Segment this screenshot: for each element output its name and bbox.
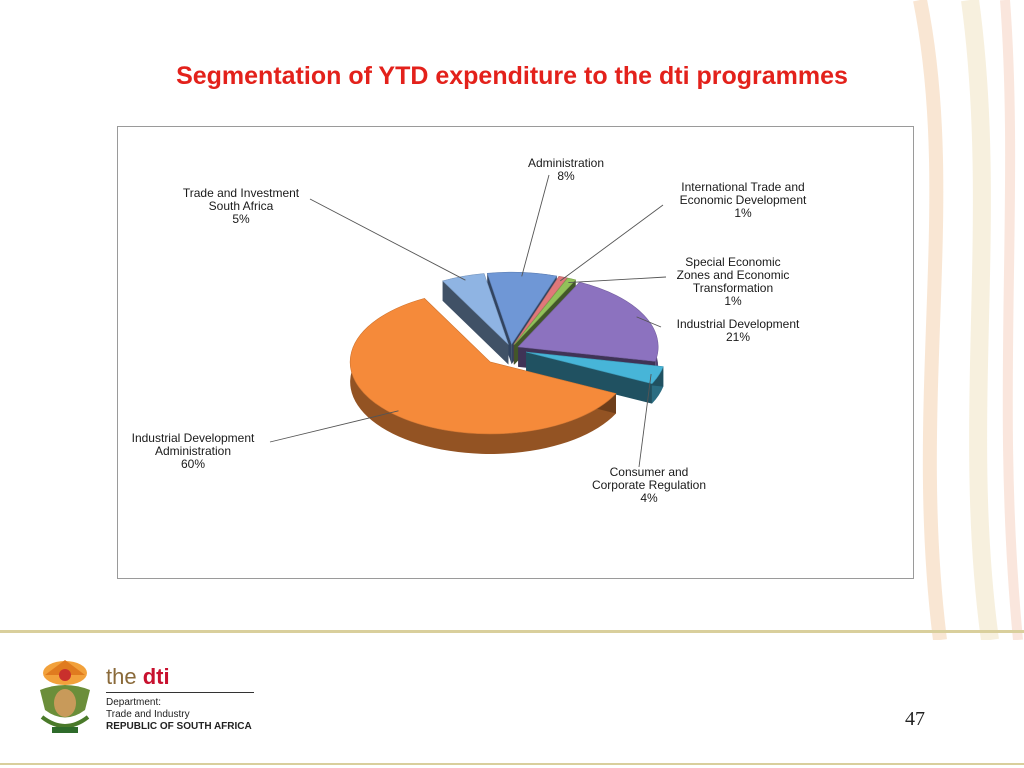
pie-slice <box>349 298 617 454</box>
pie-slice-top <box>517 281 659 362</box>
slice-label: Consumer and Corporate Regulation 4% <box>592 465 706 505</box>
pie-slice-top <box>513 276 568 345</box>
leader-line <box>309 198 466 281</box>
leader-line <box>521 174 550 277</box>
slice-label: Industrial Development 21% <box>677 317 800 344</box>
slide-title: Segmentation of YTD expenditure to the d… <box>176 62 848 90</box>
slice-label-line: Industrial Development <box>132 431 255 445</box>
pie-slice-top <box>526 351 664 384</box>
slice-label-line: South Africa <box>209 199 274 213</box>
slice-label-line: Transformation <box>693 281 773 295</box>
brand-name: the dti <box>106 664 170 690</box>
pie-slice-top <box>349 298 617 435</box>
slice-label-line: Industrial Development <box>677 317 800 331</box>
brand-divider <box>106 692 254 693</box>
dept-line-1: Department: <box>106 697 162 708</box>
slice-label: Special Economic Zones and Economic Transf… <box>677 255 790 308</box>
pie-chart: Administration 8% International Trade and E… <box>117 126 914 579</box>
brand-prefix: the <box>106 664 143 689</box>
slice-label-line: Trade and Investment <box>183 186 300 200</box>
footer-rule-bottom <box>0 763 1024 765</box>
slice-label: Industrial Development Administration 60% <box>132 431 255 471</box>
slice-label: Trade and Investment South Africa 5% <box>183 186 300 226</box>
footer-rule <box>0 630 1024 633</box>
coat-of-arms-icon <box>40 660 90 733</box>
slice-label-line: Zones and Economic <box>677 268 790 282</box>
slice-label-line: Corporate Regulation <box>592 478 706 492</box>
pie-slice-wall <box>442 280 509 365</box>
slice-label-line: 21% <box>726 330 750 344</box>
slice-label-line: 8% <box>557 169 575 183</box>
leader-line <box>638 373 652 468</box>
leader-line <box>269 410 399 443</box>
page-number: 47 <box>905 708 925 730</box>
pie-slice-top <box>442 273 509 345</box>
dept-line-3: REPUBLIC OF SOUTH AFRICA <box>106 721 252 732</box>
slice-label-line: 4% <box>640 491 658 505</box>
slice-label-line: 1% <box>724 294 742 308</box>
slice-label-line: Administration <box>528 156 604 170</box>
slice-label-line: Economic Development <box>680 193 807 207</box>
leader-line <box>568 276 667 284</box>
slice-label-line: Administration <box>155 444 231 458</box>
slice-label-line: International Trade and <box>681 180 804 194</box>
pie-chart-canvas: Administration 8%International Trade and E… <box>132 156 807 505</box>
leader-line <box>559 204 664 282</box>
decorative-swoosh <box>913 0 1023 640</box>
pie-slice <box>442 273 509 365</box>
slice-label-line: Consumer and <box>610 465 689 479</box>
pie-slice-wall <box>526 352 652 404</box>
slice-label-line: 1% <box>734 206 752 220</box>
brand-dti: dti <box>142 664 170 689</box>
pie-slice <box>526 351 664 404</box>
slice-label: Administration 8% <box>528 156 604 183</box>
slice-label-line: 60% <box>181 457 205 471</box>
slice-label-line: Special Economic <box>685 255 780 269</box>
leader-line <box>636 316 662 328</box>
slice-label-line: 5% <box>232 212 250 226</box>
pie-slice-top <box>514 277 577 345</box>
slice-label: International Trade and Economic Developm… <box>680 180 807 220</box>
dept-line-2: Trade and Industry <box>106 709 190 720</box>
